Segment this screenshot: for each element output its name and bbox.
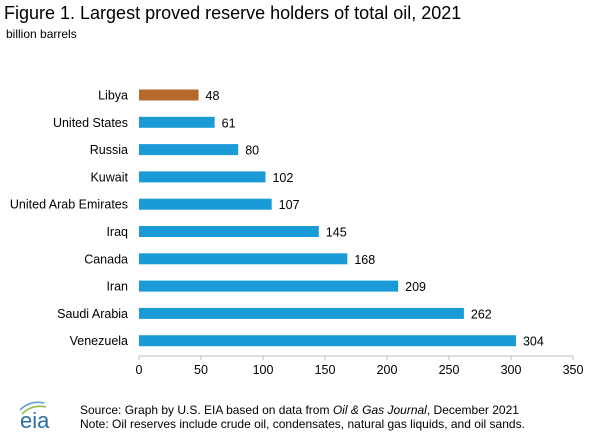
- category-label-3: Russia: [90, 143, 128, 157]
- note-text: Note: Oil reserves include crude oil, co…: [80, 417, 525, 431]
- category-label-2: United States: [53, 116, 128, 130]
- bar-6: [139, 226, 319, 237]
- data-label-1: 48: [206, 89, 220, 103]
- category-label-4: Kuwait: [90, 170, 128, 184]
- source-text: Source: Graph by U.S. EIA based on data …: [80, 403, 519, 417]
- data-label-8: 209: [405, 280, 426, 294]
- x-tick-label-1: 0: [136, 363, 143, 377]
- data-label-5: 107: [279, 198, 300, 212]
- bar-1: [139, 89, 199, 101]
- category-label-5: United Arab Emirates: [10, 198, 128, 212]
- bar-4: [139, 171, 266, 183]
- bar-5: [139, 198, 272, 210]
- bar-2: [139, 116, 215, 128]
- category-label-9: Saudi Arabia: [57, 307, 128, 321]
- data-label-7: 168: [354, 253, 375, 267]
- source-prefix: Source: Graph by U.S. EIA based on data …: [80, 403, 333, 417]
- data-label-6: 145: [326, 226, 347, 240]
- category-label-6: Iraq: [106, 225, 128, 239]
- category-label-8: Iran: [106, 280, 128, 294]
- x-tick-label-4: 150: [315, 363, 336, 377]
- chart-title: Figure 1. Largest proved reserve holders…: [4, 3, 462, 23]
- footer: eia Source: Graph by U.S. EIA based on d…: [0, 398, 591, 438]
- bar-chart: Libya 48 United States 61 Russia 80 Kuwait 102 U…: [10, 89, 584, 378]
- x-tick-label-3: 100: [253, 363, 274, 377]
- category-label-1: Libya: [98, 89, 128, 103]
- data-label-10: 304: [523, 335, 544, 349]
- bar-8: [139, 280, 399, 292]
- source-suffix: , December 2021: [426, 403, 519, 417]
- eia-logo-text: eia: [20, 408, 50, 433]
- bar-3: [139, 144, 239, 156]
- category-label-10: Venezuela: [70, 334, 128, 348]
- category-label-7: Canada: [84, 252, 128, 266]
- bar-7: [139, 253, 348, 265]
- bar-9: [139, 307, 464, 319]
- x-tick-label-7: 300: [501, 363, 522, 377]
- x-tick-label-8: 350: [563, 363, 584, 377]
- unit-label: billion barrels: [6, 27, 77, 41]
- data-label-9: 262: [471, 307, 492, 321]
- source-publication: Oil & Gas Journal: [332, 403, 427, 417]
- data-label-4: 102: [272, 171, 293, 185]
- data-label-2: 61: [222, 116, 236, 130]
- bar-10: [139, 335, 516, 347]
- x-tick-label-2: 50: [194, 363, 208, 377]
- x-tick-label-6: 250: [439, 363, 460, 377]
- eia-logo-icon: eia: [19, 401, 50, 433]
- x-tick-label-5: 200: [377, 363, 398, 377]
- data-label-3: 80: [245, 144, 259, 158]
